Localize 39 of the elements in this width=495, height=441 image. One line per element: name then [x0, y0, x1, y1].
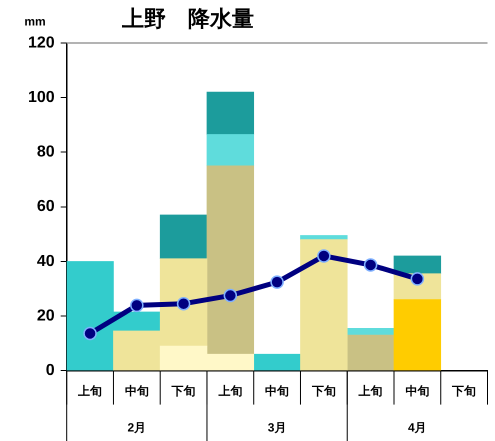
- bar: [394, 299, 442, 370]
- text: 3月: [268, 420, 286, 434]
- bar: [253, 354, 301, 370]
- y-tick-label: 60: [36, 198, 55, 216]
- x-tick-label: 上旬: [77, 384, 102, 398]
- point: [410, 272, 424, 286]
- y-tick-label: 120: [28, 34, 55, 52]
- bar: [206, 134, 254, 166]
- y-tick-label: 80: [36, 144, 55, 161]
- x-tick-label: 上旬: [217, 384, 242, 398]
- point: [83, 326, 97, 340]
- x-tick-label: 中旬: [124, 384, 149, 398]
- y-tick-label: 0: [46, 362, 55, 380]
- text: 4月: [408, 420, 427, 434]
- bar: [206, 166, 254, 355]
- text: 2月: [127, 420, 146, 434]
- bar: [206, 92, 254, 135]
- bar: [346, 334, 394, 370]
- y-tick-label: 20: [36, 307, 55, 324]
- point: [130, 298, 144, 312]
- chart-title: 上野 降水量: [121, 6, 254, 32]
- x-tick-label: 下旬: [170, 384, 196, 398]
- y-tick-label: 100: [28, 89, 55, 106]
- bar: [346, 328, 394, 336]
- point: [270, 275, 284, 289]
- y-tick-label: 40: [36, 252, 55, 270]
- bar: [300, 239, 348, 370]
- bar: [394, 256, 442, 274]
- point: [317, 249, 331, 263]
- x-tick-label: 中旬: [265, 384, 290, 398]
- x-tick-label: 中旬: [405, 384, 430, 398]
- x-tick-label: 上旬: [358, 384, 383, 398]
- point: [364, 258, 378, 272]
- y-axis-title: mm: [24, 14, 46, 28]
- bar: [160, 214, 208, 259]
- point: [224, 288, 238, 302]
- point: [176, 296, 190, 310]
- x-tick-label: 下旬: [310, 384, 336, 398]
- x-tick-label: 下旬: [451, 384, 476, 398]
